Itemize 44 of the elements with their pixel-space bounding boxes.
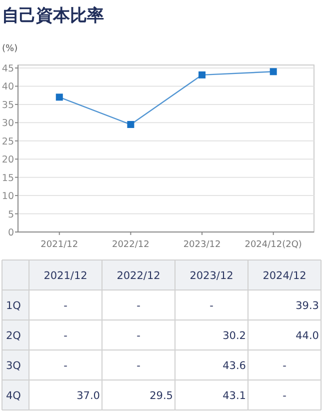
x-tick-label: 2023/12 bbox=[190, 270, 234, 282]
text: - bbox=[282, 360, 286, 372]
y-tick-label: 40 bbox=[2, 82, 14, 93]
text: - bbox=[282, 390, 286, 402]
y-axis-title: (%) bbox=[2, 44, 18, 54]
y-tick-label: 1Q bbox=[6, 300, 21, 312]
x-tick-label: 2024/12 bbox=[262, 270, 306, 282]
data-label: 44.0 bbox=[296, 330, 319, 342]
x-tick-label: 2023/12 bbox=[183, 240, 221, 250]
data-label: 30.2 bbox=[222, 330, 246, 342]
x-tick-label: 2022/12 bbox=[112, 240, 150, 250]
x-tick-label: 2021/12 bbox=[44, 270, 88, 282]
y-tick-label: 30 bbox=[2, 118, 14, 130]
data-label: 43.6 bbox=[222, 360, 246, 372]
text: - bbox=[64, 360, 68, 372]
y-tick-label: 15 bbox=[2, 172, 14, 184]
y-tick-label: 5 bbox=[8, 209, 14, 220]
data-label: 43.1 bbox=[222, 390, 246, 402]
chart-title: 自己資本比率 bbox=[2, 6, 104, 26]
y-tick-label: 20 bbox=[2, 154, 14, 166]
y-tick-label: 4Q bbox=[6, 390, 21, 402]
text: - bbox=[64, 300, 68, 312]
x-tick-label: 2022/12 bbox=[116, 270, 160, 282]
y-tick-label: 10 bbox=[2, 191, 14, 202]
text: - bbox=[136, 300, 140, 312]
y-tick-label: 35 bbox=[2, 100, 14, 111]
data-label: 29.5 bbox=[150, 390, 173, 402]
point bbox=[198, 71, 206, 78]
point bbox=[56, 94, 63, 101]
y-tick-label: 25 bbox=[2, 136, 14, 148]
y-tick-label: 3Q bbox=[6, 360, 21, 372]
text: - bbox=[136, 330, 140, 342]
data-label: 37.0 bbox=[76, 390, 100, 402]
y-tick-label: 0 bbox=[8, 228, 14, 238]
x-tick-label: 2021/12 bbox=[40, 240, 78, 250]
data-label: 39.3 bbox=[296, 300, 319, 312]
text: - bbox=[64, 330, 68, 342]
x-tick-label: 2024/12(2Q) bbox=[244, 240, 302, 250]
y-tick-label: 45 bbox=[2, 64, 14, 74]
text: - bbox=[210, 300, 214, 312]
y-tick-label: 2Q bbox=[6, 330, 21, 342]
point bbox=[127, 120, 134, 128]
text: - bbox=[136, 360, 140, 372]
point bbox=[270, 68, 277, 76]
